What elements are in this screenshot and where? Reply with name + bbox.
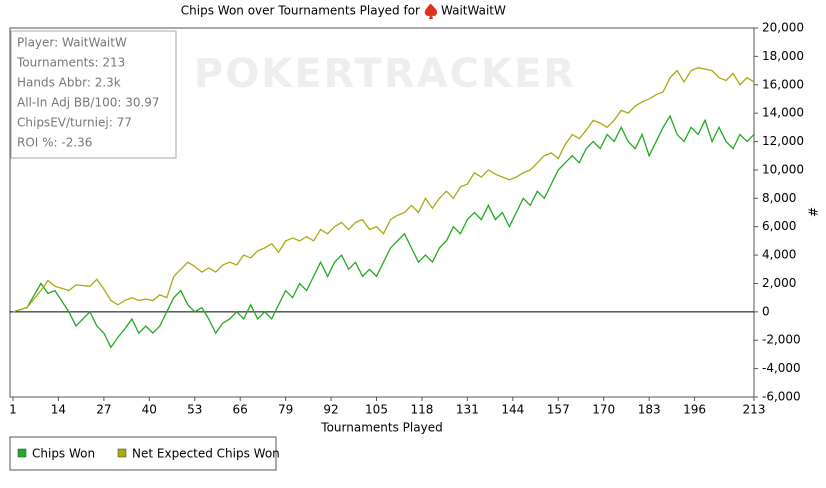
x-tick-label: 14 [51, 403, 66, 417]
x-tick-label: 213 [743, 403, 766, 417]
x-tick-label: 92 [323, 403, 338, 417]
plot-frame [9, 27, 755, 398]
series-line [12, 67, 755, 313]
x-tick-label: 40 [142, 403, 157, 417]
x-tick-label: 105 [365, 403, 388, 417]
y-tick-label: -2,000 [762, 333, 801, 347]
x-tick-label: 79 [278, 403, 293, 417]
x-tick-label: 27 [96, 403, 111, 417]
x-tick-label: 144 [501, 403, 524, 417]
info-line: All-In Adj BB/100: 30.97 [17, 96, 160, 110]
x-tick-label: 196 [683, 403, 706, 417]
legend-swatch [17, 448, 27, 458]
info-line: Tournaments: 213 [16, 56, 125, 70]
y-tick-label: 8,000 [762, 191, 796, 205]
info-box: Player: WaitWaitW Tournaments: 213 Hands A… [10, 30, 177, 159]
x-tick-label: 118 [410, 403, 433, 417]
y-tick-label: 0 [762, 304, 770, 318]
x-tick-label: 157 [547, 403, 570, 417]
x-axis-label: Tournaments Played [320, 421, 442, 435]
chart-title: Chips Won over Tournaments Played for [181, 4, 420, 18]
spade-icon [424, 4, 438, 19]
x-tick-label: 53 [187, 403, 202, 417]
player-name: WaitWaitW [441, 4, 506, 18]
info-line: Player: WaitWaitW [17, 36, 127, 50]
info-line: ChipsEV/turniej: 77 [17, 116, 132, 130]
y-tick-label: 16,000 [762, 77, 804, 91]
legend-swatch [117, 448, 127, 458]
info-line: ROI %: -2.36 [17, 136, 92, 150]
y-tick-label: 2,000 [762, 276, 796, 290]
legend-label: Net Expected Chips Won [132, 447, 280, 461]
x-tick-label: 170 [592, 403, 615, 417]
y-tick-label: 10,000 [762, 162, 804, 176]
x-tick-label: 66 [233, 403, 248, 417]
y-tick-label: 20,000 [762, 21, 804, 35]
y-tick-label: -6,000 [762, 390, 801, 404]
x-tick-label: 131 [456, 403, 479, 417]
x-tick-label: 183 [638, 403, 661, 417]
watermark: POKERTRACKER [194, 51, 576, 97]
y-axis-label: # [806, 207, 820, 217]
info-line: Hands Abbr: 2.3k [17, 76, 121, 90]
legend-label: Chips Won [32, 447, 95, 461]
series-line [12, 114, 755, 349]
y-tick-label: 18,000 [762, 49, 804, 63]
info-frame [10, 30, 177, 159]
x-tick-label: 1 [9, 403, 17, 417]
legend [9, 436, 277, 471]
y-tick-label: 12,000 [762, 134, 804, 148]
y-tick-label: 14,000 [762, 106, 804, 120]
y-tick-label: -4,000 [762, 361, 801, 375]
y-tick-label: 6,000 [762, 219, 796, 233]
y-tick-label: 4,000 [762, 248, 796, 262]
